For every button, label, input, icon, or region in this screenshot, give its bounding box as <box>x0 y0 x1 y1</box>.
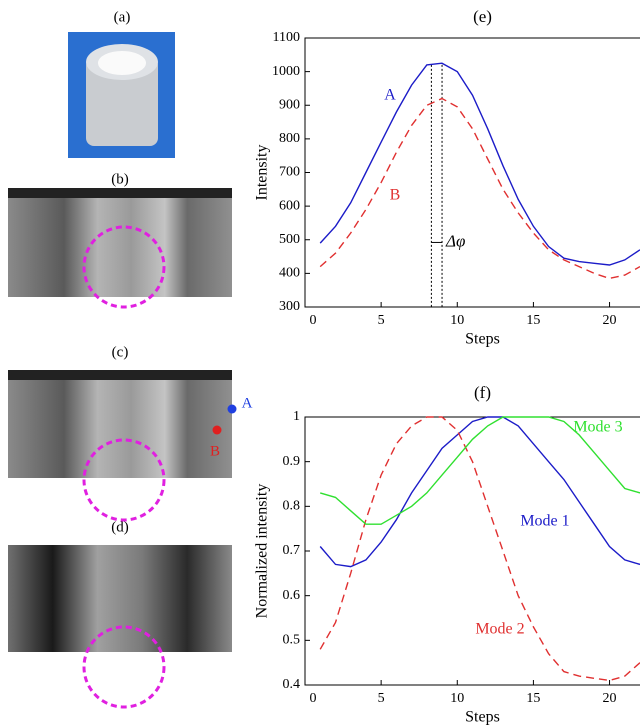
panel-label: (c) <box>112 344 129 360</box>
y-tick-label: 900 <box>279 97 300 112</box>
panel-label: (a) <box>114 9 131 25</box>
series-line <box>320 417 640 567</box>
series-label: Mode 1 <box>520 513 569 530</box>
y-tick-label: 0.7 <box>283 543 301 558</box>
x-tick-label: 15 <box>526 313 540 328</box>
x-axis-label: Steps <box>465 709 500 726</box>
plot-frame <box>305 38 640 307</box>
panel-label: (d) <box>111 519 129 535</box>
y-tick-label: 0.6 <box>283 588 301 603</box>
y-axis-label: Intensity <box>254 145 271 201</box>
x-tick-label: 20 <box>603 691 617 706</box>
photo <box>68 32 175 158</box>
point-label: B <box>210 443 220 459</box>
figure-svg: (a)(b)(c)(d)AB(e)StepsIntensity300400500… <box>0 0 640 726</box>
chart-title: (f) <box>474 383 491 402</box>
y-tick-label: 500 <box>279 232 300 247</box>
y-axis-label: Normalized intensity <box>254 484 271 619</box>
y-tick-label: 0.5 <box>283 633 301 648</box>
point-marker <box>213 426 222 435</box>
x-tick-label: 10 <box>450 691 464 706</box>
y-tick-label: 800 <box>279 131 300 146</box>
y-tick-label: 1100 <box>273 30 300 45</box>
x-tick-label: 10 <box>450 313 464 328</box>
series-label: Mode 2 <box>475 621 524 638</box>
series-line <box>320 63 640 265</box>
point-label: A <box>242 395 253 411</box>
x-tick-label: 0 <box>310 691 317 706</box>
y-tick-label: 400 <box>279 266 300 281</box>
series-line <box>320 417 640 681</box>
image-d <box>8 545 232 707</box>
x-tick-label: 5 <box>378 691 385 706</box>
series-line <box>320 99 640 279</box>
annotation: Δφ <box>445 231 465 250</box>
panel-label: (b) <box>111 171 129 187</box>
x-tick-label: 0 <box>310 313 317 328</box>
figure: (a)(b)(c)(d)AB(e)StepsIntensity300400500… <box>0 0 640 726</box>
y-tick-label: 0.8 <box>283 499 301 514</box>
series-label: B <box>390 187 401 204</box>
image-b <box>8 188 232 307</box>
x-tick-label: 20 <box>603 313 617 328</box>
y-tick-label: 0.4 <box>283 677 301 692</box>
y-tick-label: 600 <box>279 198 300 213</box>
y-tick-label: 700 <box>279 165 300 180</box>
y-tick-label: 300 <box>279 299 300 314</box>
x-tick-label: 15 <box>526 691 540 706</box>
x-axis-label: Steps <box>465 331 500 348</box>
y-tick-label: 1000 <box>272 64 300 79</box>
x-tick-label: 5 <box>378 313 385 328</box>
image-c <box>8 370 232 520</box>
y-tick-label: 1 <box>293 409 300 424</box>
chart-title: (e) <box>473 7 492 26</box>
series-label: Mode 3 <box>573 419 622 436</box>
point-marker <box>228 405 237 414</box>
y-tick-label: 0.9 <box>283 454 301 469</box>
plot-frame <box>305 417 640 685</box>
series-label: A <box>384 87 396 104</box>
